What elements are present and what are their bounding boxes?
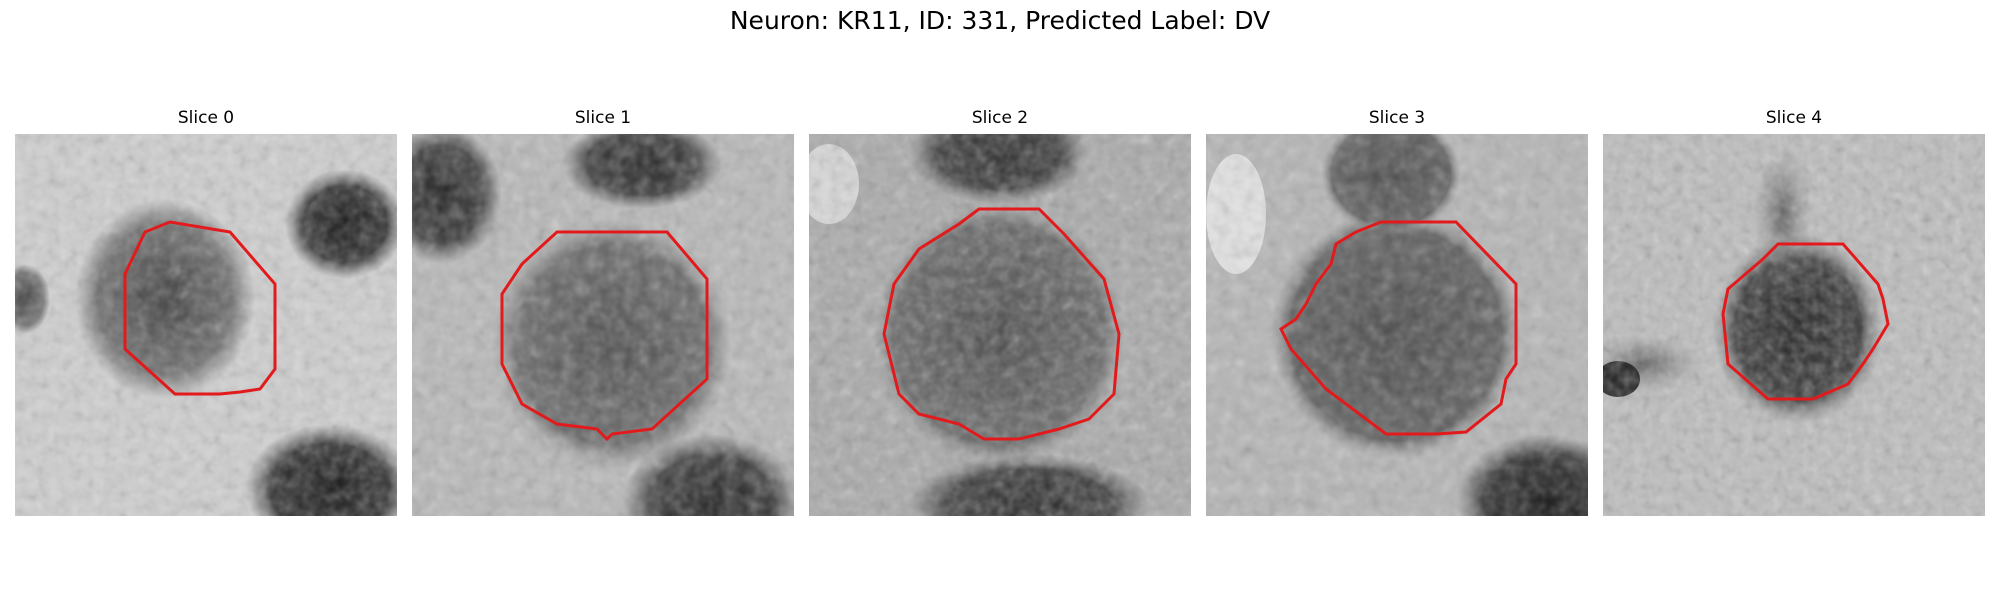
- slice-title-3: Slice 3: [1206, 106, 1588, 130]
- slice-title-0: Slice 0: [15, 106, 397, 130]
- figure-title: Neuron: KR11, ID: 331, Predicted Label: …: [0, 6, 2000, 35]
- slice-panel-1: Slice 1: [412, 106, 794, 516]
- slice-panel-4: Slice 4: [1603, 106, 1985, 516]
- slice-image-0: [15, 134, 397, 516]
- slice-title-1: Slice 1: [412, 106, 794, 130]
- slice-image-4: [1603, 134, 1985, 516]
- slice-image-2: [809, 134, 1191, 516]
- slice-image-1: [412, 134, 794, 516]
- slice-title-4: Slice 4: [1603, 106, 1985, 130]
- slice-panel-2: Slice 2: [809, 106, 1191, 516]
- slice-panel-0: Slice 0: [15, 106, 397, 516]
- slice-image-3: [1206, 134, 1588, 516]
- slice-title-2: Slice 2: [809, 106, 1191, 130]
- slice-panel-3: Slice 3: [1206, 106, 1588, 516]
